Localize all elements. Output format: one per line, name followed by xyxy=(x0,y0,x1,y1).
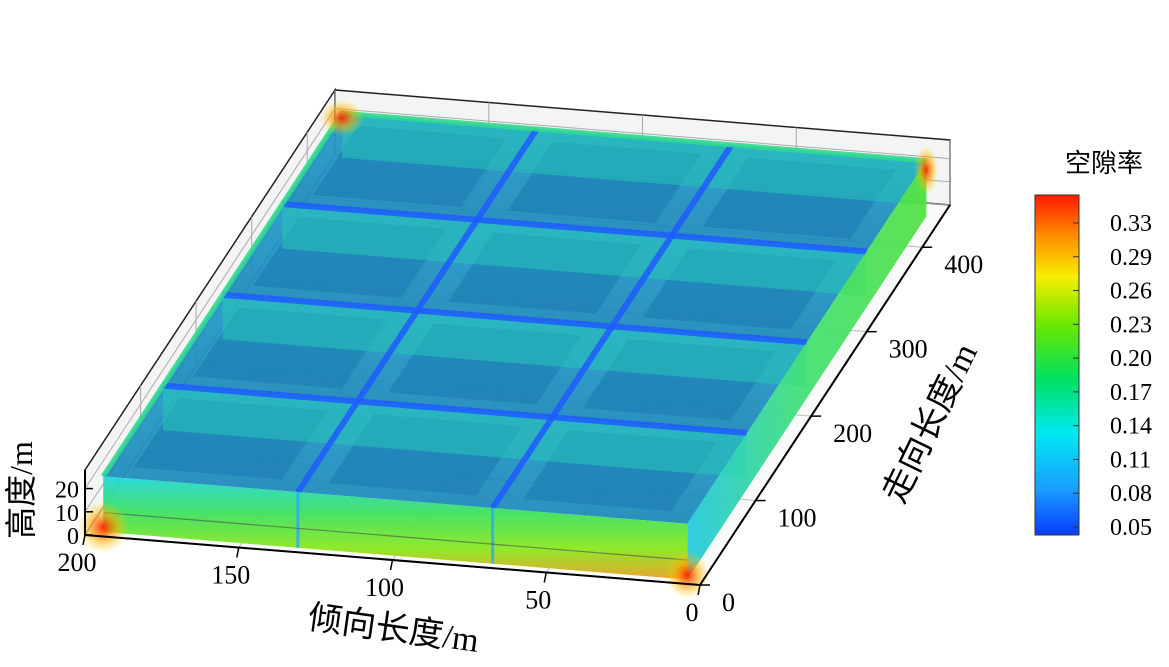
cell-far-wall xyxy=(552,417,748,478)
hot-corner-back-right xyxy=(914,145,939,194)
cell-far-wall xyxy=(222,294,418,356)
porosity-field xyxy=(77,99,939,599)
colorbar-tick-label: 0.20 xyxy=(1110,346,1152,372)
field-cell xyxy=(103,385,358,493)
cell-far-wall xyxy=(477,219,672,281)
hot-corner-front-left xyxy=(77,501,130,554)
field-cell xyxy=(552,326,807,433)
y-tick-label: 100 xyxy=(778,504,817,533)
field-cell xyxy=(612,235,867,343)
cell-far-wall xyxy=(342,113,537,174)
z-tick-label: 0 xyxy=(67,524,79,550)
y-axis-line xyxy=(699,204,951,586)
field-cell xyxy=(417,219,672,327)
right-face xyxy=(687,160,927,580)
cell-far-wall xyxy=(612,326,807,387)
field-cell xyxy=(357,310,613,418)
cell-far-wall xyxy=(282,204,478,265)
y-tick-label: 300 xyxy=(889,335,928,364)
x-axis-label: 倾向长度/m xyxy=(306,598,482,660)
cell-far-wall xyxy=(731,144,927,206)
x-tick xyxy=(697,584,701,596)
field-cell xyxy=(162,294,418,402)
x-tick-label: 100 xyxy=(365,573,404,602)
colorbar-tick-label: 0.26 xyxy=(1110,279,1152,305)
y-divider xyxy=(282,200,867,255)
x-tick-label: 50 xyxy=(525,586,551,615)
z-tick-label: 20 xyxy=(55,478,79,504)
y-tick-label: 200 xyxy=(833,419,872,448)
x-tick-label: 150 xyxy=(211,561,250,590)
field-cell xyxy=(222,204,478,311)
x-tick xyxy=(82,534,86,546)
front-band xyxy=(103,511,688,561)
field-cell xyxy=(492,417,748,524)
x-tick xyxy=(543,572,547,583)
colorbar-tick-label: 0.23 xyxy=(1110,312,1152,338)
field-cell xyxy=(671,144,927,252)
colorbar-tick-label: 0.05 xyxy=(1110,515,1152,541)
x-tick xyxy=(389,559,394,571)
colorbar-tick-label: 0.08 xyxy=(1110,481,1152,507)
cell-far-wall xyxy=(671,235,867,297)
colorbar-gradient xyxy=(1034,194,1080,536)
field-cell xyxy=(282,113,537,220)
cell-far-wall xyxy=(536,129,732,190)
y-tick-label: 0 xyxy=(722,588,735,617)
x-tick xyxy=(236,547,240,558)
colorbar-tick-label: 0.33 xyxy=(1110,211,1152,237)
x-tick-label: 0 xyxy=(686,598,699,627)
z-tick-label: 10 xyxy=(55,501,79,527)
colorbar-tick-label: 0.14 xyxy=(1110,414,1152,440)
colorbar-tick-label: 0.11 xyxy=(1110,447,1151,473)
front-face xyxy=(103,476,688,580)
hot-corner-back-left xyxy=(320,99,365,136)
colorbar: 空隙率 0.33 0.29 0.26 0.23 0.20 0.17 0.14 0.11 0.08… xyxy=(1034,149,1152,541)
y-divider xyxy=(162,382,748,437)
cell-far-wall xyxy=(162,385,358,446)
hot-corner-front-right xyxy=(665,550,710,599)
z-axis-label: 高度/m xyxy=(3,441,39,539)
colorbar-tick-label: 0.29 xyxy=(1110,245,1152,271)
cell-far-wall xyxy=(417,310,613,371)
field-cell xyxy=(477,129,732,236)
colorbar-title: 空隙率 xyxy=(1065,149,1143,178)
y-tick-label: 400 xyxy=(944,250,983,279)
y-divider xyxy=(222,291,808,346)
x-tick-label: 200 xyxy=(58,548,97,577)
field-cell xyxy=(297,401,553,508)
cell-far-wall xyxy=(357,401,553,462)
colorbar-tick-label: 0.17 xyxy=(1110,380,1152,406)
